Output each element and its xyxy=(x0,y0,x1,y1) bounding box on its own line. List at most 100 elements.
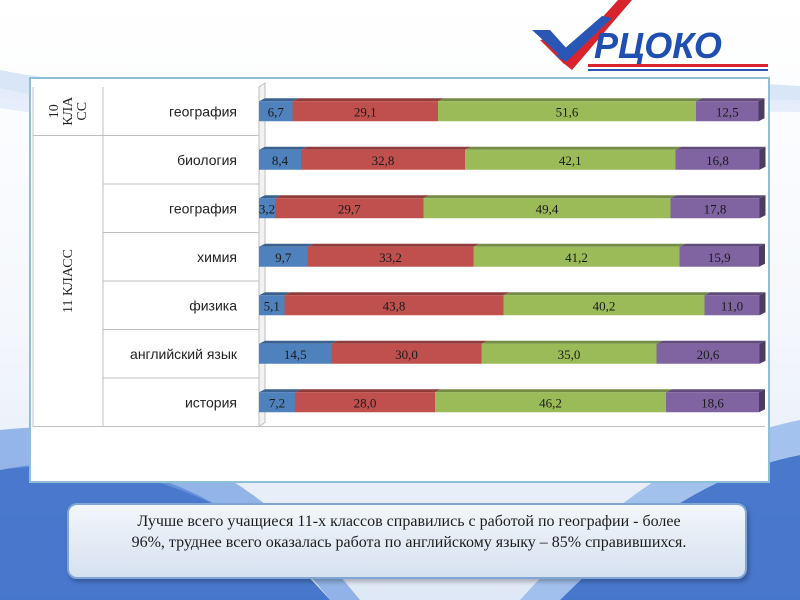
bar-top xyxy=(696,98,765,102)
bar-segment xyxy=(292,101,438,122)
bar-side xyxy=(759,389,765,413)
bar-top xyxy=(275,195,430,199)
bar-segment xyxy=(438,101,696,122)
category-label: география xyxy=(169,200,237,216)
caption-text: Лучше всего учащиеся 11-х классов справи… xyxy=(131,513,687,551)
bar-segment xyxy=(435,392,666,413)
bar-segment xyxy=(284,295,504,316)
bar-segment xyxy=(259,246,308,267)
group-label: 11 КЛАСС xyxy=(61,249,76,313)
data-label: 5,1 xyxy=(264,298,280,313)
bar-top xyxy=(438,98,702,102)
bar-side xyxy=(759,146,766,170)
bar-side xyxy=(759,195,766,219)
data-label: 35,0 xyxy=(558,347,581,362)
data-label: 46,2 xyxy=(539,395,562,410)
data-label: 11,0 xyxy=(721,298,743,313)
bar-segment xyxy=(696,101,759,122)
bar-segment xyxy=(307,246,474,267)
bar-top xyxy=(284,292,510,296)
data-label: 49,4 xyxy=(536,201,559,216)
bar-top xyxy=(259,340,338,344)
bar-segment xyxy=(481,343,657,364)
category-label: география xyxy=(169,103,237,119)
bar-segment xyxy=(465,149,676,170)
data-label: 51,6 xyxy=(556,104,579,119)
bar-top xyxy=(259,389,301,393)
bar-top xyxy=(301,146,471,150)
bar-top xyxy=(259,146,307,150)
bar-top xyxy=(670,195,766,199)
data-label: 28,0 xyxy=(354,395,377,410)
logo-text: РЦОКО xyxy=(594,25,722,66)
data-label: 32,8 xyxy=(372,153,395,168)
bar-segment xyxy=(503,295,705,316)
bar-side xyxy=(759,340,766,364)
bar-segment xyxy=(275,198,424,219)
bar-top xyxy=(331,340,488,344)
bar-segment xyxy=(423,198,671,219)
bar-top xyxy=(259,243,314,247)
group-label: 10КЛАСС xyxy=(47,96,90,126)
stacked-bar-chart: 10КЛАСС 11 КЛАСС география 6,7 29,1 51,6 12,5 б… xyxy=(32,82,766,428)
data-label: 14,5 xyxy=(284,347,307,362)
bar-segment xyxy=(259,343,332,364)
bar-top xyxy=(259,195,281,199)
bar-top xyxy=(503,292,711,296)
data-label: 9,7 xyxy=(275,250,292,265)
data-label: 42,1 xyxy=(559,153,582,168)
category-label: история xyxy=(185,394,237,410)
bar-segment xyxy=(704,295,760,316)
data-label: 8,4 xyxy=(272,153,289,168)
bar-top xyxy=(435,389,672,393)
bar-top xyxy=(259,292,291,296)
bar-segment xyxy=(259,198,275,219)
bar-top xyxy=(704,292,766,296)
bar-segment xyxy=(259,392,295,413)
bar-side xyxy=(759,243,765,267)
bar-segment xyxy=(259,149,301,170)
bar-top xyxy=(656,340,766,344)
bar-segment xyxy=(670,198,760,219)
bar-top xyxy=(481,340,663,344)
data-label: 30,0 xyxy=(395,347,418,362)
bar-top xyxy=(675,146,766,150)
bar-side xyxy=(758,98,765,122)
bar-top xyxy=(465,146,682,150)
data-label: 29,1 xyxy=(354,104,377,119)
data-label: 20,6 xyxy=(697,347,720,362)
bar-segment xyxy=(259,101,293,122)
data-label: 12,5 xyxy=(716,104,739,119)
category-label: английский язык xyxy=(130,346,238,362)
bar-segment xyxy=(679,246,759,267)
category-label: биология xyxy=(177,152,237,168)
category-label: физика xyxy=(189,297,237,313)
bar-segment xyxy=(666,392,759,413)
bar-top xyxy=(423,195,677,199)
bar-top xyxy=(292,98,444,102)
caption-box: Лучше всего учащиеся 11-х классов справи… xyxy=(67,503,747,579)
category-label: химия xyxy=(197,249,237,265)
data-label: 16,8 xyxy=(706,153,729,168)
bar-side xyxy=(759,292,766,316)
data-label: 7,2 xyxy=(269,395,285,410)
data-label: 18,6 xyxy=(701,395,724,410)
bar-segment xyxy=(331,343,482,364)
bar-segment xyxy=(675,149,760,170)
data-label: 40,2 xyxy=(593,298,616,313)
data-label: 41,2 xyxy=(565,250,588,265)
data-label: 3,2 xyxy=(259,201,275,216)
bar-segment xyxy=(656,343,760,364)
bar-segment xyxy=(295,392,435,413)
chart-frame: 10КЛАСС 11 КЛАСС география 6,7 29,1 51,6 12,5 б… xyxy=(29,77,770,545)
data-label: 29,7 xyxy=(338,201,361,216)
bar-top xyxy=(666,389,765,393)
bar-top xyxy=(679,243,765,247)
data-label: 6,7 xyxy=(268,104,285,119)
data-label: 17,8 xyxy=(704,201,727,216)
data-label: 15,9 xyxy=(708,250,731,265)
bar-segment xyxy=(301,149,465,170)
bar-top xyxy=(295,389,441,393)
rcoko-logo: РЦОКО xyxy=(532,0,768,71)
bar-top xyxy=(307,243,480,247)
